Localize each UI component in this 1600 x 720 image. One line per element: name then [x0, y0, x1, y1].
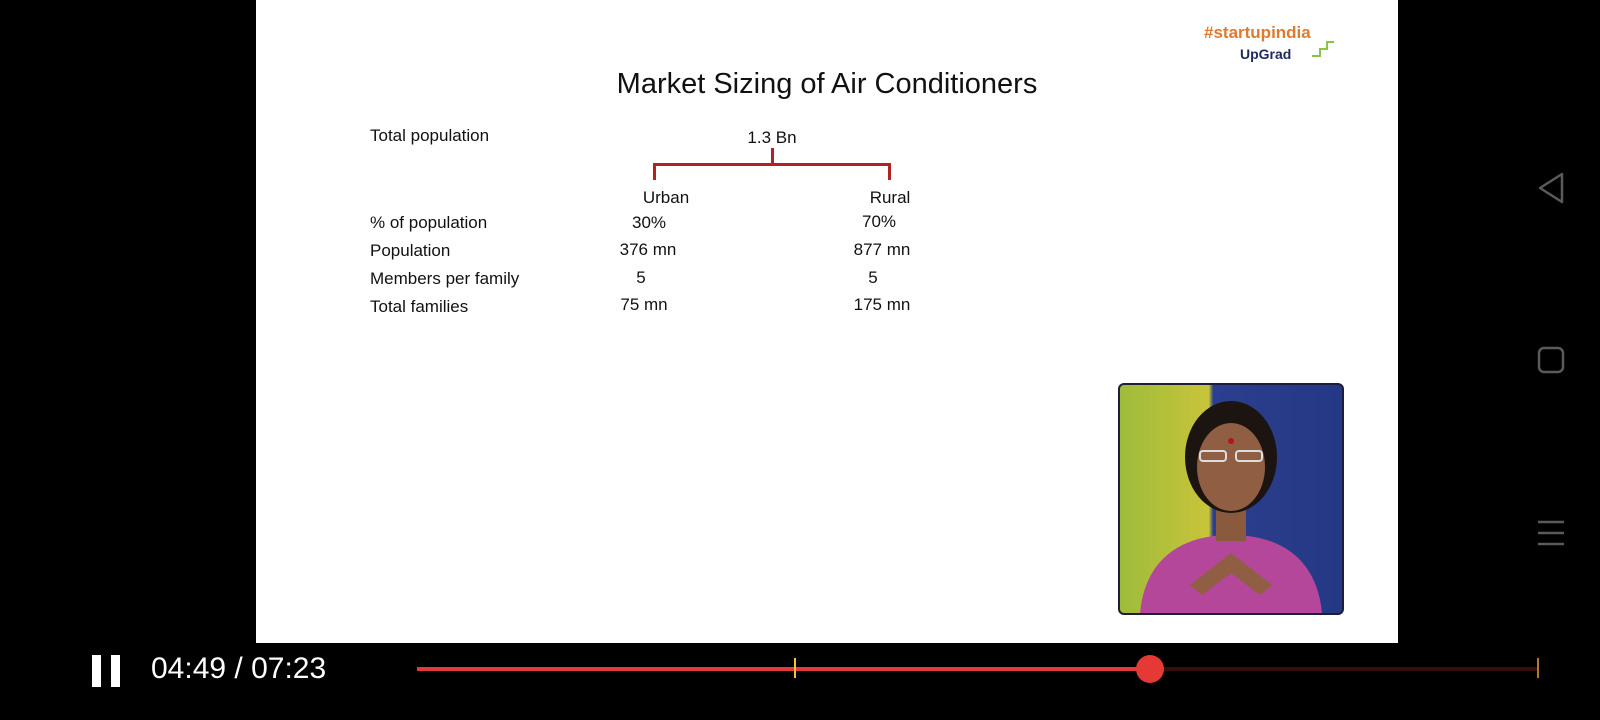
row-label: % of population [370, 213, 488, 232]
time-separator: / [226, 652, 252, 685]
tree-branch [653, 163, 891, 166]
seek-thumb[interactable] [1135, 655, 1164, 683]
tree-right-leg [888, 163, 891, 180]
logo-hashtag: #startupindia [1204, 23, 1311, 42]
time-display: 04:49 / 07:23 [151, 652, 326, 686]
seek-bar[interactable] [417, 655, 1539, 683]
rural-value: 5 [868, 268, 878, 287]
steps-icon [1312, 41, 1334, 57]
logo-brand: UpGrad [1240, 46, 1292, 62]
back-icon[interactable] [1536, 171, 1566, 205]
row-label: Population [370, 241, 451, 260]
duration: 07:23 [251, 652, 327, 685]
current-time: 04:49 [151, 652, 227, 685]
tree-left-leg [653, 163, 656, 180]
presenter-illustration [1140, 401, 1322, 613]
urban-header: Urban [642, 188, 690, 207]
slide-title: Market Sizing of Air Conditioners [616, 68, 1038, 100]
recent-apps-icon[interactable] [1536, 345, 1566, 375]
row-label: Total families [370, 297, 469, 316]
rural-value: 70% [861, 212, 897, 231]
urban-value: 376 mn [619, 240, 677, 259]
urban-value: 30% [631, 213, 667, 232]
rural-header: Rural [869, 188, 911, 207]
urban-value: 5 [636, 268, 646, 287]
rural-value: 175 mn [853, 295, 911, 314]
menu-icon[interactable] [1536, 519, 1566, 547]
urban-value: 75 mn [620, 295, 668, 314]
slide: #startupindia UpGrad Market Sizing of Ai… [256, 0, 1398, 643]
presenter-video [1118, 383, 1344, 615]
chapter-marker [793, 658, 796, 678]
pause-button[interactable] [92, 655, 120, 687]
rural-value: 877 mn [853, 240, 911, 259]
startupindia-upgrad-logo: #startupindia UpGrad [1204, 22, 1340, 70]
pause-icon-bar [92, 655, 101, 687]
tree-stem [771, 148, 774, 164]
total-population-value: 1.3 Bn [747, 128, 797, 147]
total-population-label: Total population [370, 126, 490, 145]
end-marker [1537, 658, 1539, 678]
pause-icon-bar [111, 655, 120, 687]
seek-progress [417, 667, 1150, 671]
video-controls [0, 643, 1600, 720]
row-label: Members per family [370, 269, 520, 288]
